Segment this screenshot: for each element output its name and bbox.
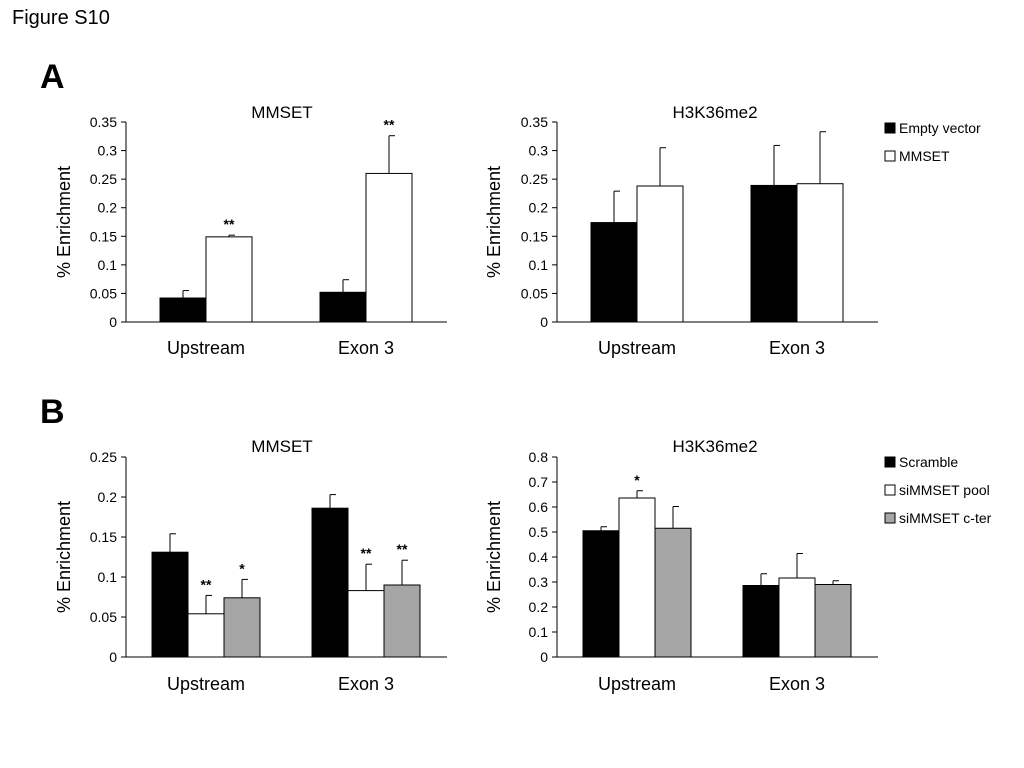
y-tick-label: 0.3 [98, 143, 118, 159]
bar [365, 172, 413, 323]
chart-2: H3K36me2 % Enrichment 0 0.05 0.1 0.15 0.2 0.25 0… [484, 103, 981, 358]
y-tick-label: 0.15 [90, 529, 117, 545]
y-tick-label: 0.25 [521, 171, 548, 187]
legend-label: siMMSET pool [899, 482, 990, 498]
y-tick-label: 0.3 [529, 143, 549, 159]
category-label: Upstream [167, 674, 245, 694]
legend-swatch [884, 484, 896, 496]
y-tick-label: 0.4 [529, 549, 549, 565]
y-tick-label: 0.2 [98, 489, 118, 505]
legend-swatch [884, 150, 896, 162]
bar [205, 236, 253, 323]
legend-label: siMMSET c-ter [899, 510, 992, 526]
y-axis-title: % Enrichment [484, 501, 504, 613]
bar [742, 585, 780, 658]
y-tick-label: 0.7 [529, 474, 549, 490]
bar [778, 577, 816, 658]
chart-4: H3K36me2 % Enrichment 0 0.1 0.2 0.3 0.4 0.5 0.6 0… [484, 437, 992, 694]
bar [654, 527, 692, 658]
y-tick-label: 0.6 [529, 499, 549, 515]
category-label: Upstream [598, 674, 676, 694]
y-tick-label: 0.35 [521, 114, 548, 130]
y-tick-label: 0.25 [90, 171, 117, 187]
bar [590, 222, 638, 323]
legend-label: Scramble [899, 454, 958, 470]
category-label: Exon 3 [769, 674, 825, 694]
y-tick-label: 0 [109, 314, 117, 330]
y-tick-label: 0.1 [529, 624, 549, 640]
significance-mark: * [634, 472, 640, 488]
y-tick-label: 0.35 [90, 114, 117, 130]
bar [319, 291, 367, 323]
category-label: Exon 3 [338, 338, 394, 358]
legend-swatch [884, 512, 896, 524]
bar [187, 613, 225, 658]
y-tick-label: 0.5 [529, 524, 549, 540]
bar [159, 297, 207, 323]
significance-mark: ** [384, 117, 395, 133]
y-tick-label: 0.15 [521, 228, 548, 244]
legend-swatch [884, 122, 896, 134]
bar [311, 507, 349, 658]
y-tick-label: 0.05 [90, 285, 117, 301]
significance-mark: ** [224, 216, 235, 232]
category-label: Upstream [167, 338, 245, 358]
chart-1: MMSET % Enrichment 0 0.05 0.1 0.15 0.2 0.25 0.3 0… [54, 103, 447, 358]
y-tick-label: 0 [540, 649, 548, 665]
panel-letter-a: A [40, 58, 65, 96]
bar [814, 584, 852, 658]
y-axis-title: % Enrichment [54, 166, 74, 278]
y-tick-label: 0.15 [90, 228, 117, 244]
bar [636, 185, 684, 323]
y-tick-label: 0.1 [529, 257, 549, 273]
category-label: Upstream [598, 338, 676, 358]
category-label: Exon 3 [338, 674, 394, 694]
chart-title: MMSET [251, 437, 312, 456]
significance-mark: ** [201, 576, 212, 592]
y-tick-label: 0.05 [521, 285, 548, 301]
bar [223, 597, 261, 658]
y-tick-label: 0.05 [90, 609, 117, 625]
y-tick-label: 0.2 [98, 200, 118, 216]
legend-label: Empty vector [899, 120, 981, 136]
legend-label: MMSET [899, 148, 950, 164]
bar [582, 530, 620, 658]
significance-mark: ** [397, 541, 408, 557]
bar [750, 184, 798, 323]
bar [347, 590, 385, 658]
bar [796, 183, 844, 323]
category-label: Exon 3 [769, 338, 825, 358]
y-tick-label: 0.1 [98, 257, 118, 273]
chart-3: MMSET% Enrichment00.050.10.150.20.25***U… [54, 437, 447, 694]
y-tick-label: 0.8 [529, 449, 549, 465]
chart-title: MMSET [251, 103, 312, 122]
figure-label: Figure S10 [12, 7, 110, 29]
chart-title: H3K36me2 [672, 437, 757, 456]
y-tick-label: 0.25 [90, 449, 117, 465]
y-tick-label: 0.3 [529, 574, 549, 590]
chart-title: H3K36me2 [672, 103, 757, 122]
y-tick-label: 0.2 [529, 200, 549, 216]
y-tick-label: 0.1 [98, 569, 118, 585]
y-axis-title: % Enrichment [484, 166, 504, 278]
significance-mark: ** [361, 545, 372, 561]
bar [383, 584, 421, 658]
legend-swatch [884, 456, 896, 468]
y-axis-title: % Enrichment [54, 501, 74, 613]
y-tick-label: 0.2 [529, 599, 549, 615]
significance-mark: * [239, 560, 245, 576]
bar [151, 551, 189, 658]
y-tick-label: 0 [540, 314, 548, 330]
bar [618, 497, 656, 658]
y-tick-label: 0 [109, 649, 117, 665]
panel-letter-b: B [40, 393, 65, 431]
